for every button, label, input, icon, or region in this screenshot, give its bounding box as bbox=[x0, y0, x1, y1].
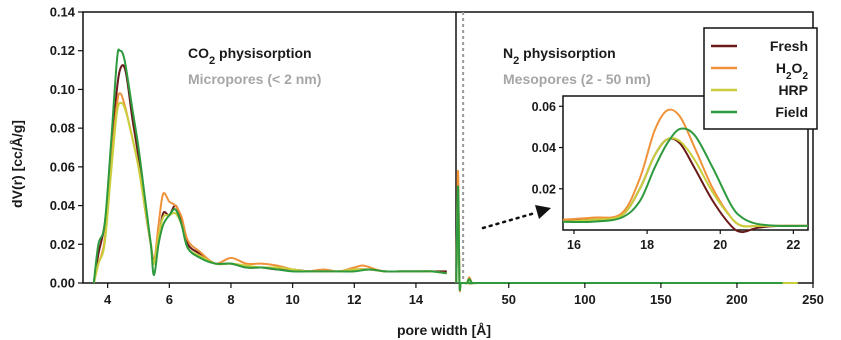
left-panel-subtitle: Micropores (< 2 nm) bbox=[188, 71, 321, 87]
series-line-meso-3 bbox=[455, 185, 783, 292]
ticks-layer: 0.00 0.02 0.04 0.06 0.08 0.10 0.12 0.14 4 6 8 10 12 1… bbox=[50, 5, 824, 308]
x-tick-label: 4 bbox=[104, 292, 112, 307]
left-panel-title: CO2 physisorption bbox=[188, 45, 312, 67]
legend-label: Field bbox=[775, 104, 808, 120]
y-tick-label: 0.06 bbox=[50, 159, 75, 174]
y-tick-label: 0.12 bbox=[50, 43, 75, 58]
inset-y-tick-label: 0.04 bbox=[532, 141, 556, 155]
inset-y-tick-label: 0.02 bbox=[532, 182, 556, 196]
x-axis-label: pore width [Å] bbox=[397, 322, 491, 338]
inset-x-tick-label: 16 bbox=[567, 238, 581, 252]
right-panel-title: N2 physisorption bbox=[503, 45, 616, 67]
x-tick-label: 100 bbox=[574, 292, 596, 307]
inset-series-line-3 bbox=[562, 127, 809, 228]
legend-label: Fresh bbox=[770, 38, 808, 54]
y-axis-label: dV(r) [cc/Å/g] bbox=[9, 120, 25, 208]
right-panel-subtitle: Mesopores (2 - 50 nm) bbox=[503, 71, 651, 87]
y-tick-label: 0.04 bbox=[50, 198, 76, 213]
x-tick-label: 250 bbox=[802, 292, 824, 307]
annotations: CO2 physisorption Micropores (< 2 nm) N2… bbox=[9, 45, 651, 338]
y-tick-label: 0.02 bbox=[50, 237, 75, 252]
inset-x-tick-label: 18 bbox=[640, 238, 654, 252]
x-tick-label: 50 bbox=[502, 292, 516, 307]
zoom-arrow-head bbox=[535, 205, 551, 219]
y-tick-label: 0.00 bbox=[50, 276, 75, 291]
zoom-arrow-line bbox=[481, 211, 537, 230]
legend-label: H2O2 bbox=[776, 60, 809, 82]
plot-border bbox=[82, 11, 814, 284]
inset-x-tick-label: 22 bbox=[786, 238, 800, 252]
series-line-micro-3 bbox=[92, 48, 447, 284]
x-tick-label: 6 bbox=[166, 292, 173, 307]
inset-y-tick-label: 0.06 bbox=[532, 100, 556, 114]
x-tick-label: 200 bbox=[726, 292, 748, 307]
inset-x-tick-label: 20 bbox=[713, 238, 727, 252]
x-tick-label: 14 bbox=[409, 292, 424, 307]
series-line-micro-1 bbox=[92, 92, 447, 284]
series-layer bbox=[92, 48, 798, 293]
x-tick-label: 8 bbox=[227, 292, 234, 307]
y-tick-label: 0.10 bbox=[50, 82, 75, 97]
legend-label: HRP bbox=[778, 82, 808, 98]
series-line-micro-2 bbox=[92, 101, 447, 284]
inset-series-line-2 bbox=[562, 136, 808, 228]
x-tick-label: 150 bbox=[650, 292, 672, 307]
series-line-micro-0 bbox=[92, 64, 447, 284]
x-tick-label: 12 bbox=[347, 292, 361, 307]
y-tick-label: 0.14 bbox=[50, 5, 76, 20]
inset: 0.02 0.04 0.06 16 18 20 22 bbox=[481, 95, 809, 252]
y-tick-label: 0.08 bbox=[50, 121, 75, 136]
x-tick-label: 10 bbox=[285, 292, 299, 307]
